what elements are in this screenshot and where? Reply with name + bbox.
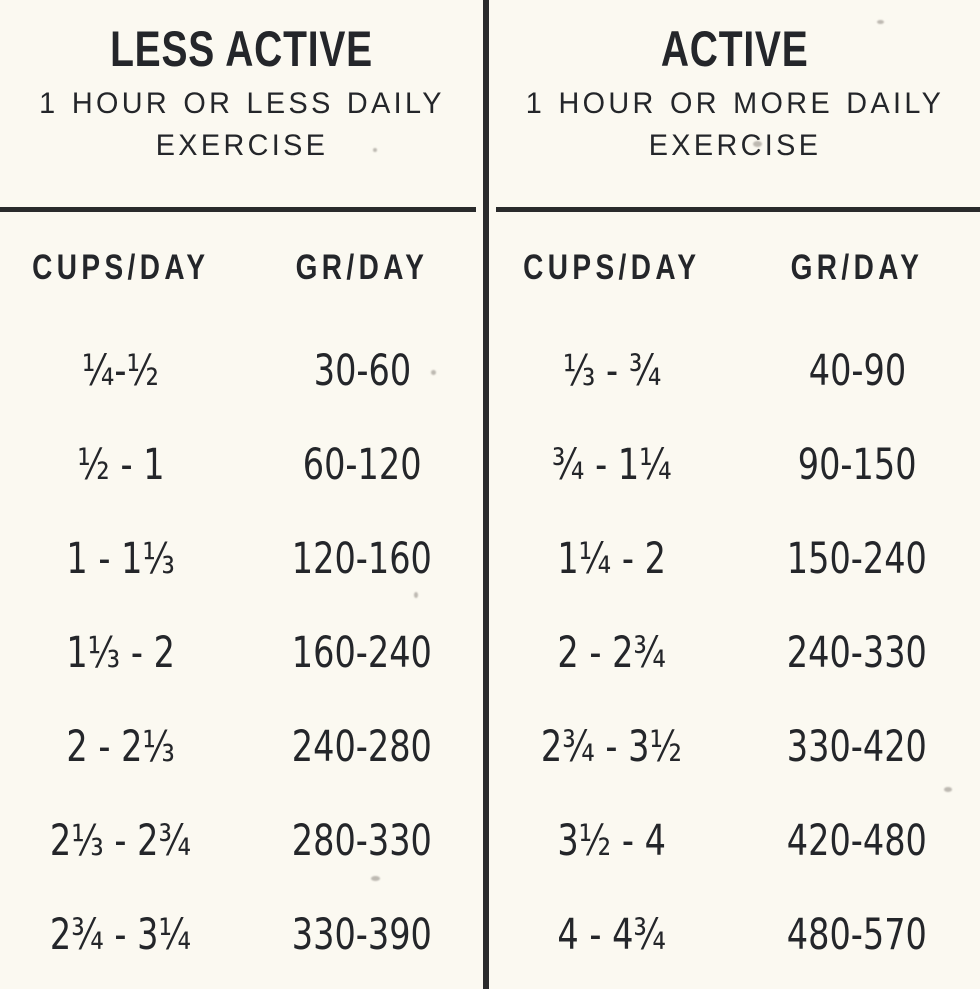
cups-value: 2¾ - 3½ [541, 722, 683, 772]
cups-value: ¼-½ [82, 346, 160, 396]
grams-value: 330-420 [787, 722, 928, 772]
cups-cell: 2¾ - 3½ [521, 722, 702, 772]
grams-cell: 90-150 [781, 440, 933, 490]
header-rule [496, 207, 980, 212]
cups-cell: 3½ - 4 [542, 816, 681, 866]
panel-subtitle: 1 HOUR OR LESS DAILY EXERCISE [38, 87, 445, 162]
cups-cell: 2⅓ - 2¾ [30, 816, 211, 866]
grams-cell: 30-60 [300, 346, 425, 396]
grams-value: 90-150 [797, 440, 917, 490]
cups-value: 2¾ - 3¼ [50, 910, 192, 960]
grams-cell: 120-160 [272, 534, 452, 584]
table-less-active: CUPS/DAY GR/DAY ¼-½ 30-60 ½ - 1 60-120 1… [0, 212, 483, 989]
panel-header-less-active: LESS ACTIVE 1 HOUR OR LESS DAILY EXERCIS… [0, 0, 483, 207]
cups-cell: 1¼ - 2 [542, 534, 681, 584]
cups-value: 1 - 1⅓ [66, 534, 176, 584]
cups-cell: 1⅓ - 2 [51, 628, 190, 678]
grams-cell: 280-330 [272, 816, 452, 866]
grams-cell: 330-420 [767, 722, 947, 772]
cups-cell: 4 - 4¾ [542, 910, 681, 960]
column-header-cups: CUPS/DAY [501, 248, 723, 288]
grams-value: 240-280 [292, 722, 433, 772]
grams-cell: 60-120 [286, 440, 438, 490]
table-active: CUPS/DAY GR/DAY ⅓ - ¾ 40-90 ¾ - 1¼ 90-15… [489, 212, 980, 989]
grams-value: 120-160 [292, 534, 433, 584]
cups-cell: 2 - 2⅓ [51, 722, 190, 772]
grams-value: 330-390 [292, 910, 433, 960]
column-header-cups: CUPS/DAY [10, 248, 232, 288]
panel-header-active: ACTIVE 1 HOUR OR MORE DAILY EXERCISE [489, 0, 980, 207]
panel-title-text: ACTIVE [660, 21, 809, 77]
column-header-grams: GR/DAY [279, 248, 445, 288]
grams-value: 480-570 [787, 910, 928, 960]
cups-value: 2 - 2¾ [557, 628, 667, 678]
panel-title: LESS ACTIVE [0, 22, 483, 77]
column-header-grams: GR/DAY [774, 248, 940, 288]
column-header-grams-text: GR/DAY [790, 248, 924, 287]
grams-cell: 480-570 [767, 910, 947, 960]
grams-value: 60-120 [302, 440, 422, 490]
column-header-cups-text: CUPS/DAY [523, 248, 701, 287]
grams-cell: 40-90 [795, 346, 920, 396]
cups-value: 4 - 4¾ [557, 910, 667, 960]
panel-subtitle: 1 HOUR OR MORE DAILY EXERCISE [525, 87, 944, 162]
cups-cell: 1 - 1⅓ [51, 534, 190, 584]
grams-value: 40-90 [808, 346, 906, 396]
cups-value: 2 - 2⅓ [66, 722, 176, 772]
column-header-grams-text: GR/DAY [295, 248, 429, 287]
cups-cell: ½ - 1 [65, 440, 177, 490]
grams-cell: 330-390 [272, 910, 452, 960]
grams-value: 150-240 [787, 534, 928, 584]
grams-cell: 160-240 [272, 628, 452, 678]
grams-value: 280-330 [292, 816, 433, 866]
panel-active: ACTIVE 1 HOUR OR MORE DAILY EXERCISE CUP… [489, 0, 980, 989]
cups-value: 2⅓ - 2¾ [50, 816, 192, 866]
cups-cell: ⅓ - ¾ [549, 346, 675, 396]
grams-cell: 240-330 [767, 628, 947, 678]
cups-cell: ¼-½ [71, 346, 170, 396]
cups-value: ⅓ - ¾ [562, 346, 661, 396]
cups-value: 3½ - 4 [557, 816, 667, 866]
cups-value: 1¼ - 2 [557, 534, 667, 584]
grams-cell: 420-480 [767, 816, 947, 866]
vertical-divider [483, 0, 489, 989]
panel-title-text: LESS ACTIVE [110, 21, 373, 77]
cups-cell: ¾ - 1¼ [535, 440, 689, 490]
grams-value: 160-240 [292, 628, 433, 678]
panel-less-active: LESS ACTIVE 1 HOUR OR LESS DAILY EXERCIS… [0, 0, 483, 989]
cups-value: ½ - 1 [77, 440, 165, 490]
column-header-cups-text: CUPS/DAY [32, 248, 210, 287]
header-rule [0, 207, 476, 212]
cups-cell: 2¾ - 3¼ [30, 910, 211, 960]
grams-cell: 240-280 [272, 722, 452, 772]
panel-title: ACTIVE [489, 22, 980, 77]
grams-value: 420-480 [787, 816, 928, 866]
cups-cell: 2 - 2¾ [542, 628, 681, 678]
cups-value: 1⅓ - 2 [66, 628, 176, 678]
grams-cell: 150-240 [767, 534, 947, 584]
grams-value: 30-60 [313, 346, 411, 396]
cups-value: ¾ - 1¼ [551, 440, 672, 490]
grams-value: 240-330 [787, 628, 928, 678]
